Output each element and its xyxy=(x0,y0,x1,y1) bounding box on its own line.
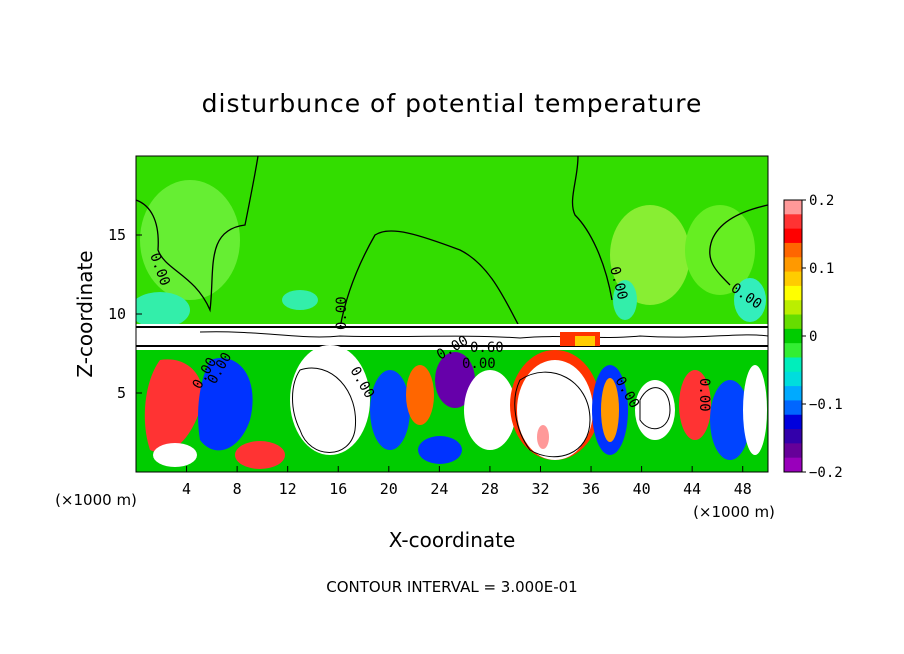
chart-title: disturbunce of potential temperature xyxy=(202,89,703,118)
cold-eddy xyxy=(710,380,750,460)
cyan-patch xyxy=(136,292,190,328)
contour-label: 0.00 xyxy=(334,296,350,330)
x-tick-label: 20 xyxy=(380,480,398,498)
contour-label: 0.00 xyxy=(696,378,712,412)
neutral-eddy xyxy=(743,365,767,455)
neutral-eddy xyxy=(153,443,197,467)
cold-eddy xyxy=(435,352,475,408)
colorbar-swatch xyxy=(784,386,802,401)
x-tick-label: 44 xyxy=(683,480,701,498)
x-tick-label: 8 xyxy=(233,480,242,498)
band-patch xyxy=(575,336,595,346)
colorbar-swatch xyxy=(784,200,802,215)
x-tick-label: 12 xyxy=(279,480,297,498)
colorbar-swatch xyxy=(784,257,802,273)
cold-eddy xyxy=(418,436,462,464)
zero-contour xyxy=(571,156,613,301)
eddy-contour xyxy=(292,367,357,453)
y-axis: 5 10 15 xyxy=(108,226,142,402)
colorbar-tick-label: 0.1 xyxy=(809,261,834,277)
eddy-contour xyxy=(639,387,671,430)
colorbar-swatch xyxy=(784,328,802,344)
colorbar-swatch xyxy=(784,271,802,287)
x-tick-label: 4 xyxy=(182,480,191,498)
neutral-eddy xyxy=(635,380,675,440)
contour-label: 0.00 xyxy=(462,356,496,372)
colorbar-swatch xyxy=(784,242,802,258)
colorbar-swatch xyxy=(784,214,802,230)
x-axis-label: X-coordinate xyxy=(389,528,516,552)
colorbar-swatch xyxy=(784,443,802,459)
neutral-eddy xyxy=(464,370,516,450)
x-unit-label-left: (×1000 m) xyxy=(55,491,137,509)
cold-eddy xyxy=(198,358,253,451)
eddy-contour xyxy=(514,371,591,458)
light-patch xyxy=(685,205,755,295)
colorbar-swatch xyxy=(784,400,802,416)
neutral-eddy xyxy=(290,345,370,455)
colorbar: 0.2 0.1 0 −0.1 −0.2 xyxy=(783,193,843,481)
warm-eddy xyxy=(235,441,285,469)
x-tick-label: 32 xyxy=(531,480,549,498)
colorbar-swatch xyxy=(784,457,802,473)
colorbar-swatch xyxy=(784,371,802,387)
contour-label: 0.60 xyxy=(470,340,504,356)
x-axis: 4 8 12 16 20 24 28 32 36 40 44 48 xyxy=(182,466,752,498)
y-axis-label: Z-coordinate xyxy=(73,250,97,377)
colorbar-swatch xyxy=(784,300,802,316)
x-unit-label-right: (×1000 m) xyxy=(693,503,775,521)
warm-eddy xyxy=(406,365,434,425)
colorbar-swatch xyxy=(784,429,802,444)
contour-interval: CONTOUR INTERVAL = 3.000E-01 xyxy=(326,578,577,596)
warm-eddy xyxy=(601,378,619,442)
colorbar-tick-label: 0.2 xyxy=(809,193,834,209)
colorbar-swatch xyxy=(784,343,802,358)
colorbar-swatch xyxy=(784,414,802,430)
zero-contour xyxy=(136,156,259,313)
warm-eddy xyxy=(144,359,203,453)
colorbar-swatch xyxy=(784,228,802,244)
x-tick-label: 40 xyxy=(633,480,651,498)
cyan-patch xyxy=(734,278,766,322)
zero-contour xyxy=(339,230,521,329)
y-tick-label: 5 xyxy=(117,384,126,402)
y-tick-label: 10 xyxy=(108,305,126,323)
x-tick-label: 36 xyxy=(582,480,600,498)
light-patch xyxy=(610,205,690,305)
colorbar-swatch xyxy=(784,314,802,330)
light-patch xyxy=(140,180,240,300)
x-tick-label: 24 xyxy=(430,480,448,498)
x-tick-label: 28 xyxy=(481,480,499,498)
y-tick-label: 15 xyxy=(108,226,126,244)
colorbar-tick-label: −0.2 xyxy=(809,465,843,481)
x-tick-label: 48 xyxy=(734,480,752,498)
cyan-patch xyxy=(282,290,318,310)
band-contour xyxy=(199,331,768,339)
colorbar-tick-label: −0.1 xyxy=(809,397,843,413)
warm-eddy xyxy=(537,425,549,449)
warm-eddy xyxy=(679,370,711,440)
colorbar-swatch xyxy=(784,285,802,301)
x-tick-label: 16 xyxy=(329,480,347,498)
colorbar-tick-label: 0 xyxy=(809,329,817,345)
zero-contour xyxy=(709,204,768,286)
neutral-eddy xyxy=(517,360,593,460)
cyan-patch xyxy=(613,280,637,320)
plot-area xyxy=(136,156,768,472)
colorbar-swatch xyxy=(784,357,802,373)
cold-eddy xyxy=(370,370,410,450)
